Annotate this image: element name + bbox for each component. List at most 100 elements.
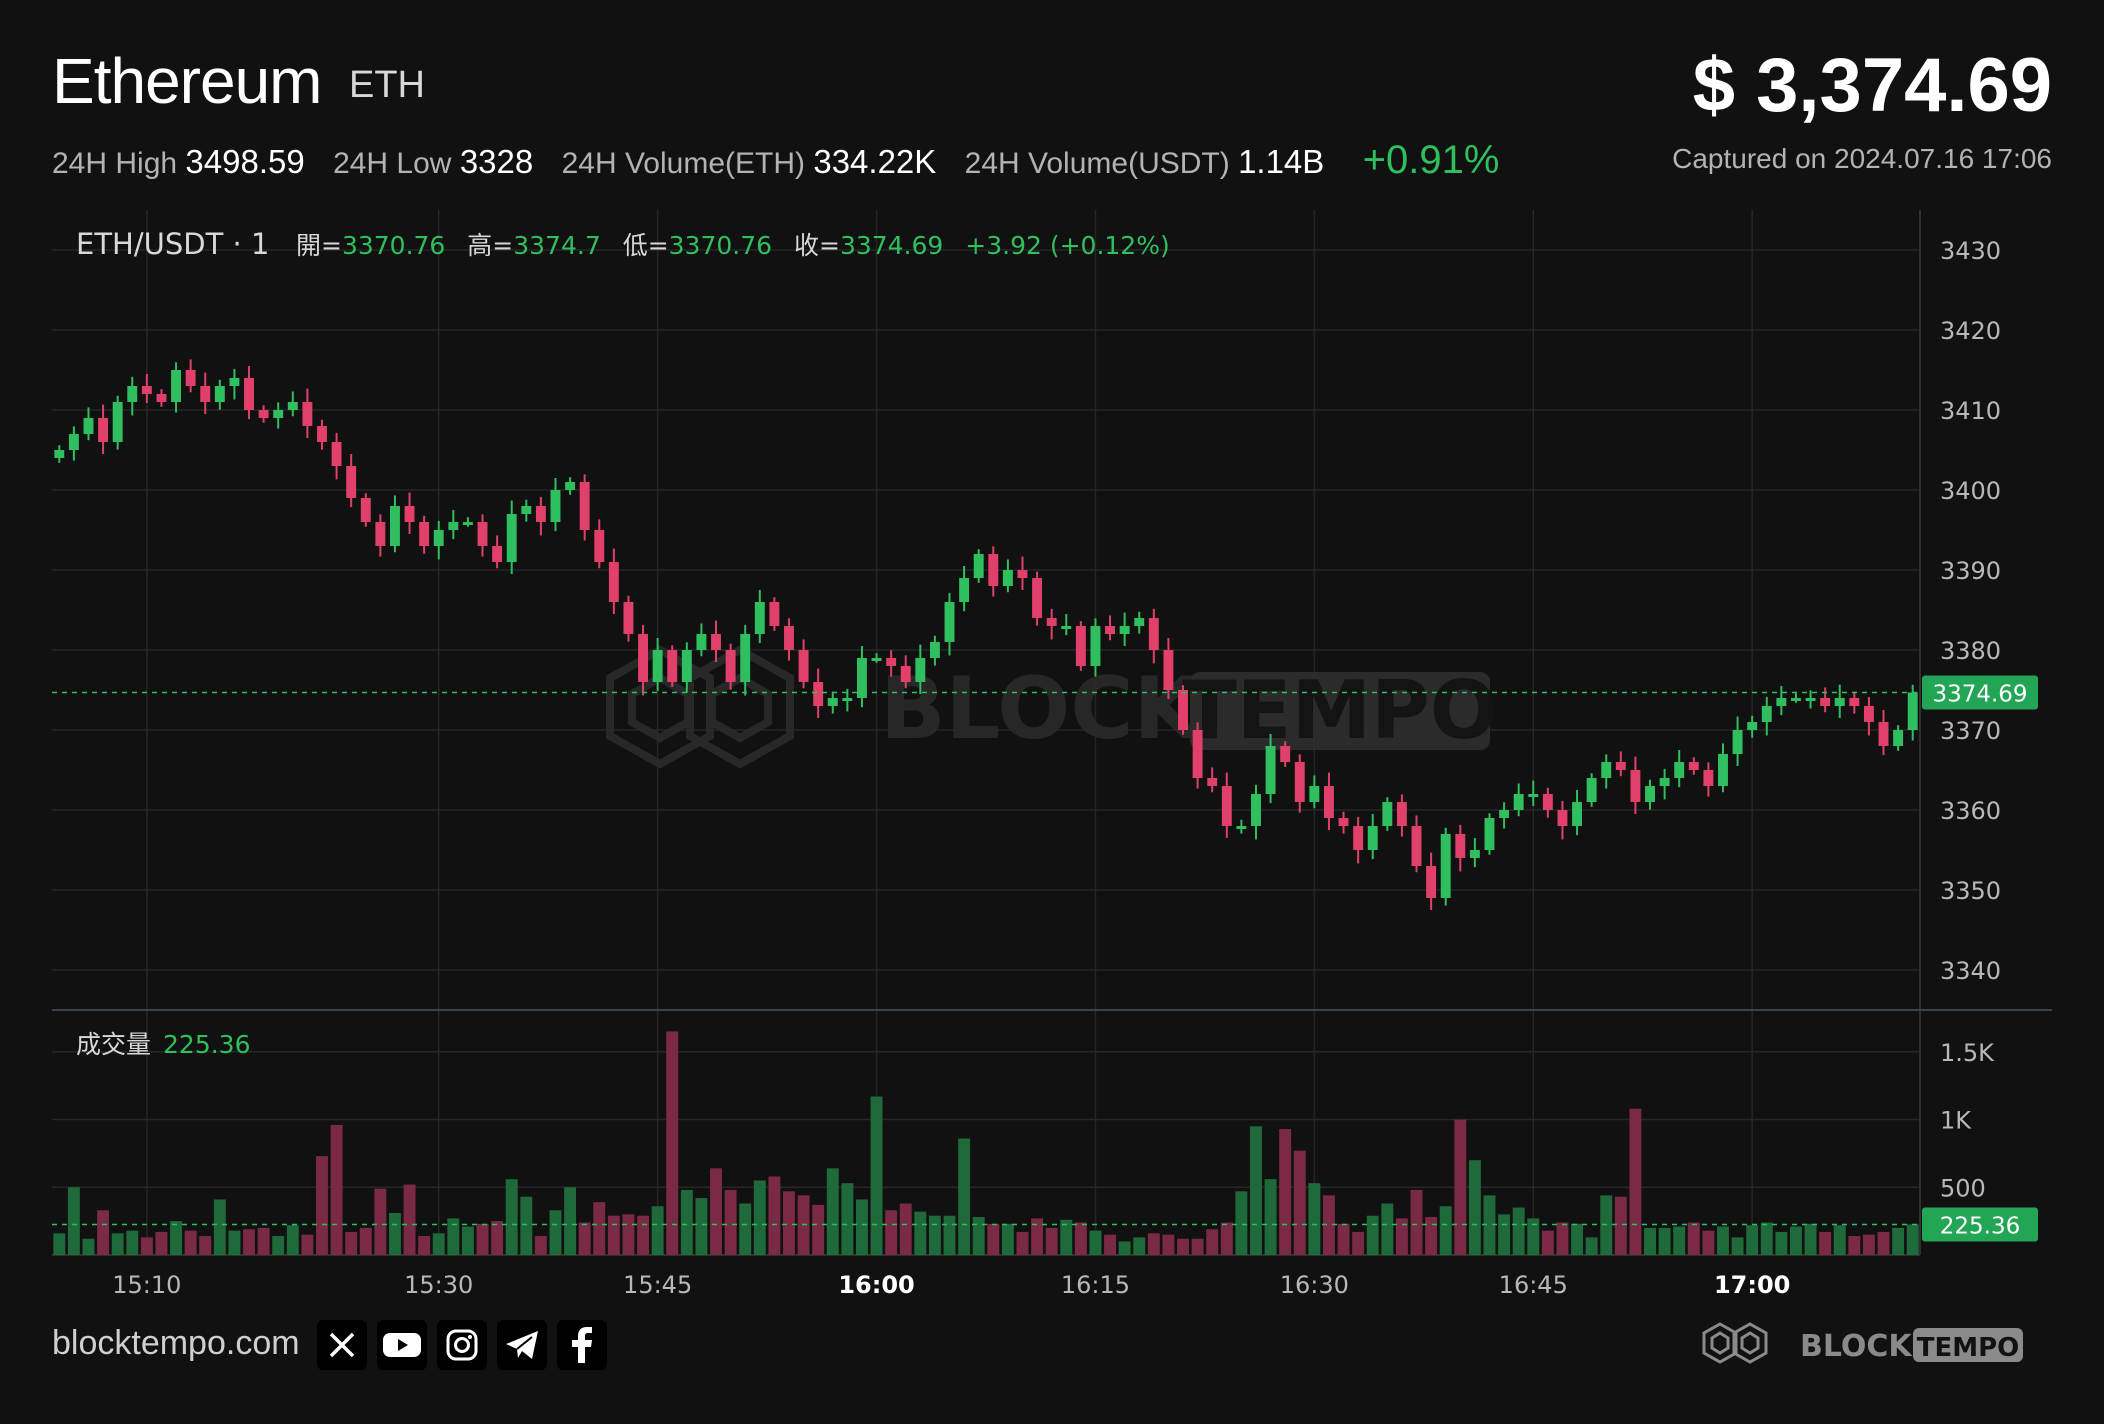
candle-body (1469, 850, 1480, 858)
volume-bar (1702, 1230, 1715, 1255)
site-link[interactable]: blocktempo.com (52, 1324, 300, 1362)
candle-body (1630, 770, 1641, 802)
volume-bar (666, 1031, 679, 1255)
volume-bar (345, 1231, 358, 1255)
candle-body (1411, 826, 1422, 866)
candle-body (594, 530, 605, 562)
volume-bar (1206, 1229, 1219, 1255)
volume-bars (53, 1031, 1919, 1255)
volume-bar (359, 1227, 372, 1255)
candle-body (959, 578, 970, 602)
volume-bar (1746, 1225, 1759, 1255)
time-tick-label: 16:30 (1280, 1271, 1349, 1299)
price-tick-label: 3350 (1940, 877, 2001, 905)
volume-bar (1366, 1215, 1379, 1255)
volume-bar (1804, 1223, 1817, 1255)
candle-body (944, 602, 955, 642)
volume-bar (505, 1179, 518, 1255)
candle-body (1075, 626, 1086, 666)
instagram-icon[interactable] (437, 1320, 487, 1370)
volume-bar (257, 1227, 270, 1255)
candle-body (1513, 794, 1524, 810)
volume-bar (53, 1233, 66, 1255)
volume-bar (928, 1215, 941, 1255)
volume-bar (826, 1168, 839, 1255)
volume-bar (1118, 1241, 1131, 1255)
candle-body (915, 658, 926, 682)
candle-body (1601, 762, 1612, 778)
candle-body (929, 642, 940, 658)
candle-body (1732, 730, 1743, 754)
volume-bar (1862, 1234, 1875, 1255)
volume-bar (1498, 1214, 1511, 1255)
facebook-icon[interactable] (557, 1320, 607, 1370)
price-tick-label: 3380 (1940, 637, 2001, 665)
volume-bar (491, 1221, 504, 1255)
watermark-tempo-box (1190, 672, 1490, 750)
candle-body (83, 418, 94, 434)
price-tick-label: 3420 (1940, 317, 2001, 345)
header: Ethereum ETH $ 3,374.69 24H High 3498.59… (0, 0, 2104, 190)
volume-axis: 1.5K 1K 500 (1940, 1039, 1995, 1202)
volume-bar (1235, 1191, 1248, 1255)
volume-bar (140, 1237, 153, 1255)
volume-bar (549, 1210, 562, 1255)
stat-high-value: 3498.59 (185, 143, 305, 180)
candle-body (1659, 778, 1670, 786)
volume-bar (286, 1225, 299, 1255)
volume-bar (1293, 1150, 1306, 1255)
volume-bar (593, 1202, 606, 1255)
telegram-icon[interactable] (497, 1320, 547, 1370)
candle-body (681, 650, 692, 682)
candle-body (1849, 698, 1860, 706)
volume-bar (1833, 1225, 1846, 1255)
candle-body (492, 546, 503, 562)
candle-body (1440, 834, 1451, 898)
candle-body (448, 522, 459, 530)
volume-bar (1658, 1227, 1671, 1255)
candle-body (1017, 570, 1028, 578)
price-tick-label: 3410 (1940, 397, 2001, 425)
volume-bar (447, 1218, 460, 1255)
volume-bar (1177, 1238, 1189, 1255)
volume-bar (1060, 1219, 1073, 1255)
stat-volume-usdt-value: 1.14B (1238, 143, 1325, 180)
youtube-icon[interactable] (377, 1320, 427, 1370)
candle-body (98, 418, 109, 442)
candle-body (579, 482, 590, 530)
brand-logo: BLOCK TEMPO (1702, 1322, 2023, 1364)
coin-symbol: ETH (349, 64, 425, 106)
candle-body (1090, 626, 1101, 666)
volume-bar (1848, 1236, 1861, 1255)
legend-high-label: 高= (467, 231, 513, 260)
candle-body (1863, 706, 1874, 722)
volume-bar (1337, 1223, 1350, 1255)
candle-body (1703, 770, 1714, 786)
candle-body (1061, 626, 1072, 629)
legend-change: +3.92 (+0.12%) (965, 231, 1169, 260)
candle-body (769, 602, 780, 626)
volume-bar (1308, 1183, 1321, 1255)
candle-body (696, 634, 707, 650)
candle-body (1878, 722, 1889, 746)
x-icon[interactable] (317, 1320, 367, 1370)
candle-body (1499, 810, 1510, 818)
volume-bar (155, 1231, 168, 1255)
volume-bar (607, 1215, 620, 1255)
coin-name: Ethereum (52, 45, 322, 117)
volume-bar (680, 1189, 693, 1255)
candle-body (389, 506, 400, 546)
candle-body (1615, 762, 1626, 770)
candle-body (886, 658, 897, 666)
legend-open-label: 開= (296, 231, 342, 260)
candle-body (1192, 730, 1203, 778)
candle-body (638, 634, 649, 682)
volume-bar (1220, 1222, 1233, 1255)
volume-bar (1352, 1231, 1365, 1255)
volume-bar (768, 1176, 781, 1255)
volume-bar (184, 1230, 197, 1255)
candle-body (433, 530, 444, 546)
candle-body (273, 410, 284, 418)
volume-bar (1016, 1231, 1029, 1255)
